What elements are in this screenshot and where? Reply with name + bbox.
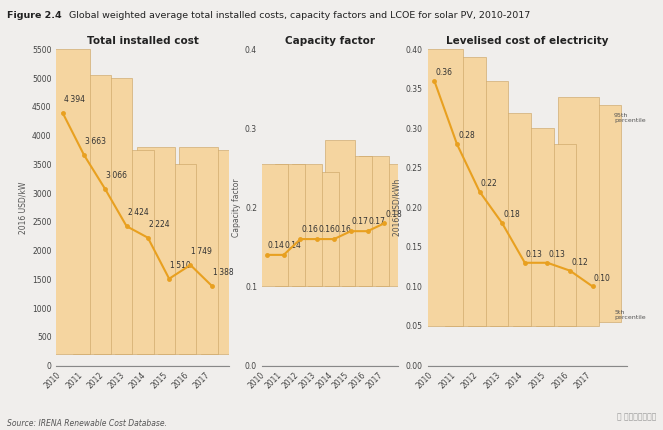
- Text: 0.14: 0.14: [268, 241, 284, 250]
- Bar: [137, 147, 175, 354]
- Title: Capacity factor: Capacity factor: [285, 36, 375, 46]
- Text: Global weighted average total installed costs, capacity factors and LCOE for sol: Global weighted average total installed …: [63, 11, 530, 20]
- Bar: [115, 150, 154, 354]
- Bar: [422, 49, 463, 326]
- Text: 95th
percentile: 95th percentile: [614, 113, 646, 123]
- Bar: [200, 150, 239, 354]
- Bar: [513, 129, 554, 326]
- Bar: [326, 140, 355, 286]
- Text: 0.17: 0.17: [369, 218, 385, 227]
- Text: 0.18: 0.18: [385, 209, 402, 218]
- Text: 2 224: 2 224: [149, 219, 170, 228]
- Bar: [275, 164, 305, 286]
- Text: 0.18: 0.18: [503, 210, 520, 219]
- Text: 3 663: 3 663: [85, 137, 106, 146]
- Bar: [292, 164, 322, 286]
- Text: 0.13: 0.13: [526, 250, 543, 259]
- Text: 0.22: 0.22: [481, 179, 497, 188]
- Text: 2 424: 2 424: [128, 208, 149, 217]
- Text: Source: IRENA Renewable Cost Database.: Source: IRENA Renewable Cost Database.: [7, 419, 166, 428]
- Bar: [179, 147, 217, 354]
- Text: 1 749: 1 749: [192, 247, 212, 256]
- Text: 3 066: 3 066: [106, 171, 127, 180]
- Text: 0.28: 0.28: [458, 131, 475, 140]
- Text: 5th
percentile: 5th percentile: [614, 310, 646, 320]
- Text: 0.16: 0.16: [318, 225, 335, 234]
- Text: 4 394: 4 394: [64, 95, 85, 104]
- Bar: [73, 75, 111, 354]
- Bar: [375, 164, 406, 286]
- Text: 0.17: 0.17: [351, 218, 369, 227]
- Title: Levelised cost of electricity: Levelised cost of electricity: [446, 36, 609, 46]
- Text: 🔍 国际能源小数据: 🔍 国际能源小数据: [617, 412, 656, 421]
- Text: 1 388: 1 388: [213, 267, 233, 276]
- Text: 0.13: 0.13: [548, 250, 566, 259]
- Y-axis label: 2016 USD/kW: 2016 USD/kW: [19, 181, 28, 233]
- Bar: [491, 113, 531, 326]
- Bar: [359, 156, 389, 286]
- Text: 0.36: 0.36: [436, 68, 453, 77]
- Text: 0.10: 0.10: [594, 273, 611, 283]
- Bar: [468, 81, 509, 326]
- Bar: [52, 49, 90, 354]
- Bar: [94, 78, 133, 354]
- Bar: [581, 105, 621, 322]
- Bar: [536, 144, 576, 326]
- Bar: [158, 164, 196, 354]
- Text: 0.14: 0.14: [284, 241, 302, 250]
- Y-axis label: Capacity factor: Capacity factor: [232, 178, 241, 237]
- Text: 0.16: 0.16: [335, 225, 352, 234]
- Text: 0.12: 0.12: [571, 258, 588, 267]
- Y-axis label: 2016 USD/kWh: 2016 USD/kWh: [392, 179, 402, 236]
- Title: Total installed cost: Total installed cost: [87, 36, 198, 46]
- Bar: [445, 57, 486, 326]
- Text: 1 510: 1 510: [170, 261, 191, 270]
- Bar: [558, 97, 599, 326]
- Text: 0.16: 0.16: [301, 225, 318, 234]
- Bar: [342, 156, 372, 286]
- Bar: [258, 164, 288, 286]
- Bar: [308, 172, 339, 286]
- Text: Figure 2.4: Figure 2.4: [7, 11, 61, 20]
